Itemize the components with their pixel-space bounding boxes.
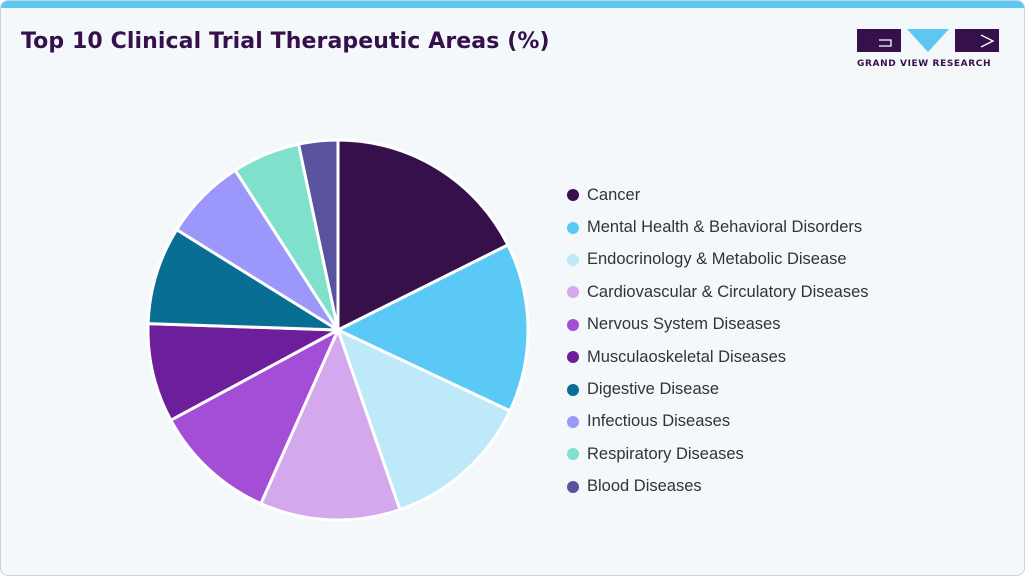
chart-legend: Cancer Mental Health & Behavioral Disorde…	[567, 179, 869, 503]
legend-item: Endocrinology & Metabolic Disease	[567, 244, 869, 276]
chart-title: Top 10 Clinical Trial Therapeutic Areas …	[21, 29, 550, 54]
pie-slice-2	[336, 328, 512, 512]
accent-bar	[1, 1, 1024, 8]
legend-swatch-icon	[567, 351, 579, 364]
legend-item: Respiratory Diseases	[567, 438, 869, 470]
legend-label: Digestive Disease	[587, 380, 720, 399]
legend-label: Blood Diseases	[587, 477, 702, 496]
legend-swatch-icon	[567, 286, 579, 299]
legend-label: Cancer	[587, 185, 641, 204]
legend-label: Respiratory Diseases	[587, 444, 744, 463]
legend-swatch-icon	[567, 415, 579, 428]
legend-swatch-icon	[567, 221, 579, 234]
legend-label: Infectious Diseases	[587, 412, 731, 431]
legend-label: Nervous System Diseases	[587, 315, 781, 334]
legend-item: Mental Health & Behavioral Disorders	[567, 211, 869, 243]
legend-label: Cardiovascular & Circulatory Diseases	[587, 282, 869, 301]
logo-text: GRAND VIEW RESEARCH	[857, 59, 992, 69]
legend-label: Musculaoskeletal Diseases	[587, 347, 787, 366]
pie-slice-3	[259, 328, 402, 522]
pie-slice-5	[146, 322, 340, 422]
legend-item: Nervous System Diseases	[567, 309, 869, 341]
logo-mark-icon	[857, 29, 999, 52]
legend-swatch-icon	[567, 189, 579, 202]
legend-swatch-icon	[567, 253, 579, 266]
pie-slice-0	[336, 138, 510, 332]
pie-chart	[146, 138, 530, 522]
legend-label: Endocrinology & Metabolic Disease	[587, 250, 847, 269]
legend-swatch-icon	[567, 448, 579, 461]
pie-slice-4	[169, 328, 340, 506]
legend-swatch-icon	[567, 383, 579, 396]
pie-slice-9	[297, 138, 340, 332]
pie-slice-1	[336, 243, 530, 413]
pie-slice-6	[146, 228, 340, 332]
brand-logo: GRAND VIEW RESEARCH	[857, 29, 999, 73]
legend-item: Infectious Diseases	[567, 406, 869, 438]
legend-item: Cardiovascular & Circulatory Diseases	[567, 276, 869, 308]
legend-item: Digestive Disease	[567, 373, 869, 405]
legend-swatch-icon	[567, 318, 579, 331]
legend-item: Blood Diseases	[567, 471, 869, 503]
legend-label: Mental Health & Behavioral Disorders	[587, 218, 863, 237]
legend-swatch-icon	[567, 480, 579, 493]
legend-item: Musculaoskeletal Diseases	[567, 341, 869, 373]
legend-item: Cancer	[567, 179, 869, 211]
